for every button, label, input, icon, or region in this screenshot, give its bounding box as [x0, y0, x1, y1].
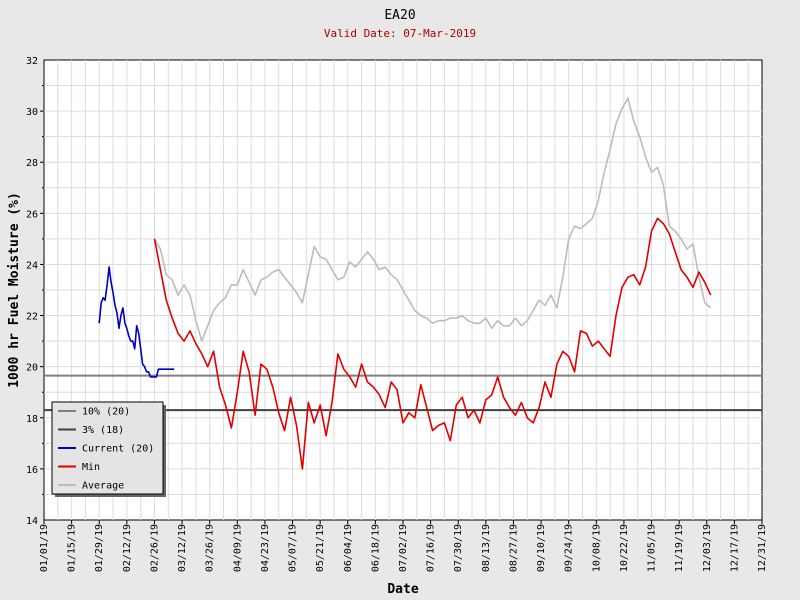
y-axis-label: 1000 hr Fuel Moisture (%)	[7, 192, 22, 388]
y-tick-label: 28	[26, 158, 38, 169]
legend-label: Average	[82, 481, 124, 492]
y-tick-labels: 14 16 18 20 22 24 26 28 30 32	[26, 56, 38, 527]
y-tick-label: 24	[26, 260, 38, 271]
y-tick-label: 22	[26, 312, 38, 323]
x-tick-labels: 01/01/19 01/15/19 01/29/19 02/12/19 02/26/19…	[39, 520, 768, 572]
x-tick-label: 07/16/19	[426, 524, 437, 572]
legend-label: Min	[82, 462, 100, 473]
x-tick-label: 11/05/19	[647, 524, 658, 572]
x-tick-label: 12/03/19	[702, 524, 713, 572]
series-lines	[98, 97, 712, 470]
x-axis-label: Date	[387, 582, 418, 597]
x-tick-label: 01/01/19	[39, 524, 50, 572]
x-tick-label: 05/21/19	[315, 524, 326, 572]
x-tick-label: 09/24/19	[564, 524, 575, 572]
x-tick-label: 09/10/19	[536, 524, 547, 572]
x-tick-label: 08/13/19	[481, 524, 492, 572]
x-tick-label: 11/19/19	[674, 524, 685, 572]
x-tick-label: 03/26/19	[205, 524, 216, 572]
x-tick-label: 06/18/19	[370, 524, 381, 572]
x-tick-label: 05/07/19	[288, 524, 299, 572]
legend-label: Current (20)	[82, 444, 154, 455]
legend-label: 10% (20)	[82, 407, 130, 418]
y-tick-label: 16	[26, 465, 38, 476]
x-tick-label: 02/26/19	[149, 524, 160, 572]
y-tick-label: 20	[26, 363, 38, 374]
chart-title: EA20	[384, 8, 415, 23]
x-tick-label: 08/27/19	[508, 524, 519, 572]
series-line	[153, 217, 712, 470]
x-tick-label: 01/29/19	[94, 524, 105, 572]
series-line	[98, 266, 175, 378]
x-tick-label: 12/17/19	[729, 524, 740, 572]
chart-subtitle: Valid Date: 07-Mar-2019	[324, 27, 476, 40]
x-tick-label: 07/30/19	[453, 524, 464, 572]
legend-items: 10% (20) 3% (18) Current (20) Min Average	[58, 407, 154, 492]
x-tick-label: 06/04/19	[343, 524, 354, 572]
x-tick-label: 01/15/19	[67, 524, 78, 572]
x-tick-label: 10/22/19	[619, 524, 630, 572]
y-tick-label: 26	[26, 209, 38, 220]
legend-label: 3% (18)	[82, 425, 124, 436]
x-tick-label: 12/31/19	[757, 524, 768, 572]
x-tick-label: 03/12/19	[177, 524, 188, 572]
x-tick-label: 02/12/19	[122, 524, 133, 572]
y-tick-label: 30	[26, 107, 38, 118]
y-tick-label: 18	[26, 414, 38, 425]
y-tick-label: 14	[26, 516, 38, 527]
x-tick-label: 04/23/19	[260, 524, 271, 572]
x-tick-label: 10/08/19	[591, 524, 602, 572]
x-tick-label: 07/02/19	[398, 524, 409, 572]
series-line	[153, 97, 712, 342]
legend: 10% (20) 3% (18) Current (20) Min Average	[51, 401, 166, 497]
y-tick-label: 32	[26, 56, 38, 67]
x-tick-label: 04/09/19	[232, 524, 243, 572]
